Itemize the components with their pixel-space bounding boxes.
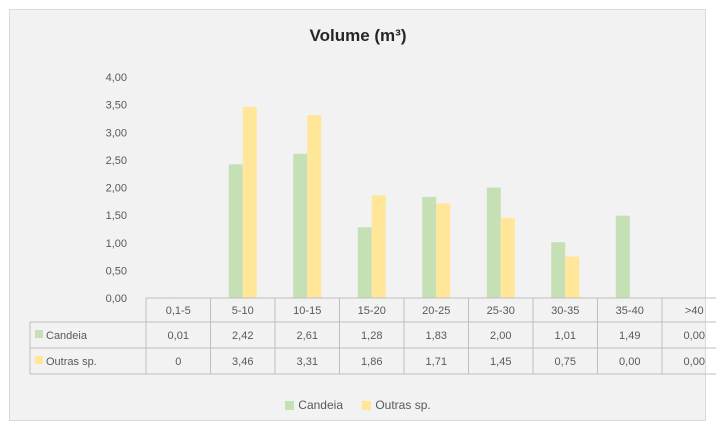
category-label: 5-10 [232, 305, 254, 317]
legend-label-candeia: Candeia [298, 398, 343, 412]
bar-candeia [615, 215, 630, 298]
data-label-outras: 0,00 [684, 356, 705, 368]
table-series-label: Outras sp. [46, 356, 97, 368]
table-swatch-candeia [35, 330, 43, 338]
table-swatch-outras [35, 356, 43, 364]
legend-swatch-candeia [285, 401, 295, 410]
category-label: 30-35 [551, 305, 579, 317]
y-tick-label: 0,00 [106, 293, 127, 305]
bar-candeia [357, 227, 372, 298]
bar-outras [436, 203, 451, 298]
bar-outras [500, 217, 515, 298]
data-label-candeia: 2,42 [232, 330, 253, 342]
y-tick-label: 4,00 [106, 72, 127, 84]
bar-outras [242, 106, 257, 299]
data-label-outras: 0 [175, 356, 181, 368]
category-label: 20-25 [422, 305, 450, 317]
data-label-outras: 3,31 [297, 356, 318, 368]
y-tick-label: 1,50 [106, 210, 127, 222]
y-tick-label: 2,00 [106, 183, 127, 195]
legend-item-outras: Outras sp. [362, 398, 431, 412]
y-tick-label: 3,50 [106, 100, 127, 112]
legend-label-outras: Outras sp. [375, 398, 431, 412]
bar-outras [565, 256, 580, 298]
data-label-candeia: 0,00 [684, 330, 705, 342]
data-label-outras: 3,46 [232, 356, 253, 368]
table-series-label: Candeia [46, 330, 88, 342]
category-label: >40 [685, 305, 704, 317]
bar-candeia [293, 153, 308, 298]
data-label-candeia: 1,28 [361, 330, 382, 342]
chart-area [9, 9, 706, 421]
bar-candeia [486, 187, 501, 298]
data-label-outras: 1,71 [426, 356, 447, 368]
legend: Candeia Outras sp. [0, 398, 716, 412]
y-tick-label: 0,50 [106, 265, 127, 277]
data-label-candeia: 0,01 [168, 330, 189, 342]
y-tick-label: 2,50 [106, 155, 127, 167]
data-label-candeia: 1,01 [555, 330, 576, 342]
legend-item-candeia: Candeia [285, 398, 343, 412]
bar-candeia [551, 242, 566, 298]
data-label-outras: 1,86 [361, 356, 382, 368]
legend-swatch-outras [362, 401, 372, 410]
data-label-candeia: 1,83 [426, 330, 447, 342]
bar-candeia [228, 164, 243, 298]
data-label-candeia: 2,61 [297, 330, 318, 342]
y-tick-label: 1,00 [106, 238, 127, 250]
data-label-outras: 0,75 [555, 356, 576, 368]
category-label: 25-30 [487, 305, 515, 317]
category-label: 15-20 [358, 305, 386, 317]
y-tick-label: 3,00 [106, 127, 127, 139]
bar-candeia [422, 196, 437, 298]
category-label: 10-15 [293, 305, 321, 317]
data-label-outras: 0,00 [619, 356, 640, 368]
data-label-candeia: 2,00 [490, 330, 511, 342]
category-label: 0,1-5 [166, 305, 191, 317]
chart-title: Volume (m³) [309, 26, 407, 45]
bar-outras [371, 195, 386, 298]
bar-outras [307, 115, 322, 298]
data-label-outras: 1,45 [490, 356, 511, 368]
category-label: 35-40 [616, 305, 644, 317]
data-label-candeia: 1,49 [619, 330, 640, 342]
